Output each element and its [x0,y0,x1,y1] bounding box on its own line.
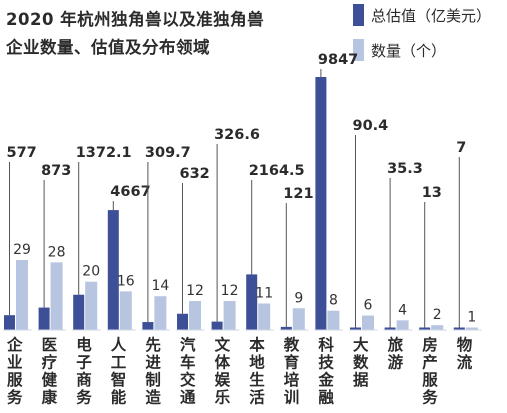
valuation-label-3: 4667 [110,184,150,200]
valuation-label-0: 577 [7,145,37,161]
valuation-label-9: 9847 [318,52,358,68]
category-label-7: 本地生活 [249,335,265,407]
count-label-13: 1 [467,310,476,326]
count-label-7: 11 [255,285,273,301]
chart-title-line-2: 企业数量、估值及分布领域 [6,38,210,57]
legend-label-valuation: 总估值（亿美元） [371,7,492,25]
category-label-5: 汽车交通 [180,335,196,407]
category-label-10: 大数据 [353,335,369,389]
valuation-bar-1 [38,307,50,330]
count-bar-5 [189,301,201,330]
legend-swatch-count [353,39,364,61]
count-label-3: 16 [117,273,135,289]
count-bar-1 [50,262,63,330]
legend-label-count: 数量（个） [371,42,447,60]
valuation-bar-2 [73,294,85,330]
count-label-8: 9 [294,290,303,306]
category-label-9: 科技金融 [317,335,334,407]
valuation-bar-5 [177,313,188,330]
valuation-label-10: 90.4 [353,118,389,134]
count-label-9: 8 [329,293,338,309]
count-bar-13 [465,327,478,330]
count-label-2: 20 [82,264,100,280]
count-label-1: 28 [48,244,66,260]
valuation-label-1: 873 [41,163,71,179]
count-bar-11 [396,320,409,330]
valuation-bar-8 [280,326,292,330]
count-label-10: 6 [364,298,373,314]
category-label-12: 房产服务 [422,335,438,407]
valuation-bar-0 [4,315,15,330]
count-bar-12 [431,325,444,330]
count-label-4: 14 [151,278,169,294]
valuation-bar-6 [211,321,223,330]
count-bar-10 [362,315,374,330]
valuation-bar-12 [419,327,431,330]
category-label-0: 企业服务 [6,335,23,407]
count-bar-2 [85,281,98,330]
count-bar-4 [154,296,167,330]
valuation-label-8: 121 [283,186,313,202]
legend-swatch-valuation [353,4,364,26]
count-label-6: 12 [221,283,239,299]
count-bar-7 [258,303,271,330]
valuation-bar-10 [350,327,361,330]
valuation-label-7: 2164.5 [249,163,305,179]
category-label-1: 医疗健康 [42,336,58,407]
valuation-bar-9 [315,77,327,330]
count-bar-3 [119,291,132,330]
count-label-5: 12 [186,283,204,299]
category-label-8: 教育培训 [284,335,300,407]
count-bar-8 [292,308,305,330]
count-bar-9 [327,310,340,330]
category-label-11: 旅游 [388,335,404,372]
valuation-label-6: 326.6 [214,127,260,143]
valuation-label-13: 7 [456,140,466,156]
category-label-3: 人工智能 [111,336,127,407]
category-label-6: 文体娱乐 [215,335,231,407]
category-label-4: 先进制造 [145,335,161,407]
category-label-2: 电子商务 [76,335,92,407]
valuation-label-11: 35.3 [387,161,423,177]
valuation-label-4: 309.7 [145,145,191,161]
category-label-13: 物流 [457,335,473,372]
valuation-bar-3 [107,210,119,330]
chart-title-line-1: 2020 年杭州独角兽以及准独角兽 [6,10,265,29]
valuation-bar-4 [142,322,154,330]
count-bar-6 [223,301,236,330]
valuation-label-5: 632 [180,166,210,182]
valuation-bar-7 [246,274,258,330]
valuation-label-12: 13 [422,185,442,201]
count-label-0: 29 [13,242,31,258]
count-label-12: 2 [433,307,442,323]
valuation-label-2: 1372.1 [76,145,132,161]
valuation-bar-13 [453,327,465,330]
count-label-11: 4 [398,302,407,318]
count-bar-0 [16,260,28,330]
valuation-bar-11 [384,327,396,330]
